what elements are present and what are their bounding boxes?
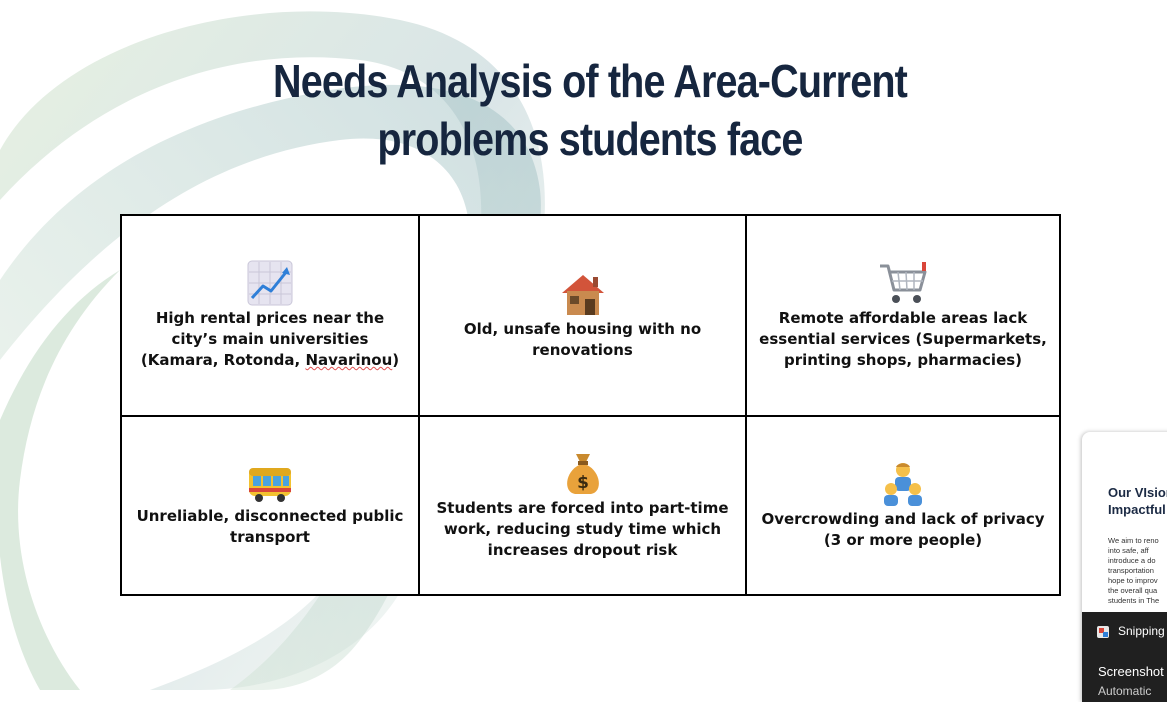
preview-body-line: the overall qua — [1108, 586, 1158, 595]
svg-text:$: $ — [577, 473, 589, 493]
snipping-notification[interactable]: Snipping Screenshot Automatic — [1082, 612, 1167, 702]
problem-cell-unsafe-housing: Old, unsafe housing with no renovations — [418, 213, 747, 418]
problem-text-overcrowding: Overcrowding and lack of privacy (3 or m… — [761, 509, 1045, 549]
shopping-cart-icon — [880, 262, 927, 304]
preview-body: We aim to reno into safe, aff introduce … — [1108, 536, 1167, 606]
money-bag-icon: $ — [566, 454, 599, 495]
notification-app-name: Snipping — [1118, 624, 1165, 638]
bus-icon — [249, 467, 291, 502]
slide-preview-panel[interactable]: Our VIsion Impactful We aim to reno into… — [1082, 432, 1167, 702]
preview-heading: Our VIsion Impactful — [1108, 484, 1167, 518]
notification-title: Screenshot — [1098, 664, 1164, 679]
preview-body-line: We aim to reno — [1108, 536, 1159, 545]
family-icon — [884, 462, 922, 506]
house-icon — [561, 274, 604, 315]
preview-body-line: transportation — [1108, 566, 1154, 575]
preview-body-line: students in The — [1108, 596, 1160, 605]
preview-body-line: hope to improv — [1108, 576, 1158, 585]
problem-text-rental-prices-end: ) — [392, 351, 400, 370]
slide-title: Needs Analysis of the Area-Current probl… — [203, 52, 977, 168]
preview-heading-line1: Our VIsion — [1108, 485, 1167, 500]
slide-title-line1: Needs Analysis of the Area-Current — [273, 55, 908, 107]
problem-text-public-transport: Unreliable, disconnected public transpor… — [136, 506, 404, 546]
chart-increasing-icon — [247, 260, 293, 306]
preview-heading-line2: Impactful — [1108, 502, 1166, 517]
problem-text-lack-services: Remote affordable areas lack essential s… — [759, 309, 1047, 370]
preview-body-line: into safe, aff — [1108, 546, 1149, 555]
problem-text-rental-prices: High rental prices near the city’s main … — [140, 309, 385, 370]
problem-cell-public-transport: Unreliable, disconnected public transpor… — [120, 415, 420, 596]
notification-subtitle: Automatic — [1098, 684, 1152, 698]
preview-body-line: introduce a do — [1108, 556, 1156, 565]
problem-text-part-time-work: Students are forced into part-time work,… — [436, 499, 729, 560]
notification-app-row: Snipping — [1096, 624, 1165, 639]
problem-text-unsafe-housing: Old, unsafe housing with no renovations — [463, 319, 702, 359]
spellcheck-word: Navarinou — [305, 351, 393, 370]
problem-cell-rental-prices: High rental prices near the city’s main … — [120, 213, 420, 418]
snipping-tool-icon — [1097, 625, 1109, 638]
problems-table: High rental prices near the city’s main … — [120, 213, 1061, 596]
problem-cell-overcrowding: Overcrowding and lack of privacy (3 or m… — [745, 415, 1061, 596]
slide-title-line2: problems students face — [377, 113, 803, 165]
problem-cell-part-time-work: $ Students are forced into part-time wor… — [418, 415, 747, 596]
problem-cell-lack-services: Remote affordable areas lack essential s… — [745, 213, 1061, 418]
